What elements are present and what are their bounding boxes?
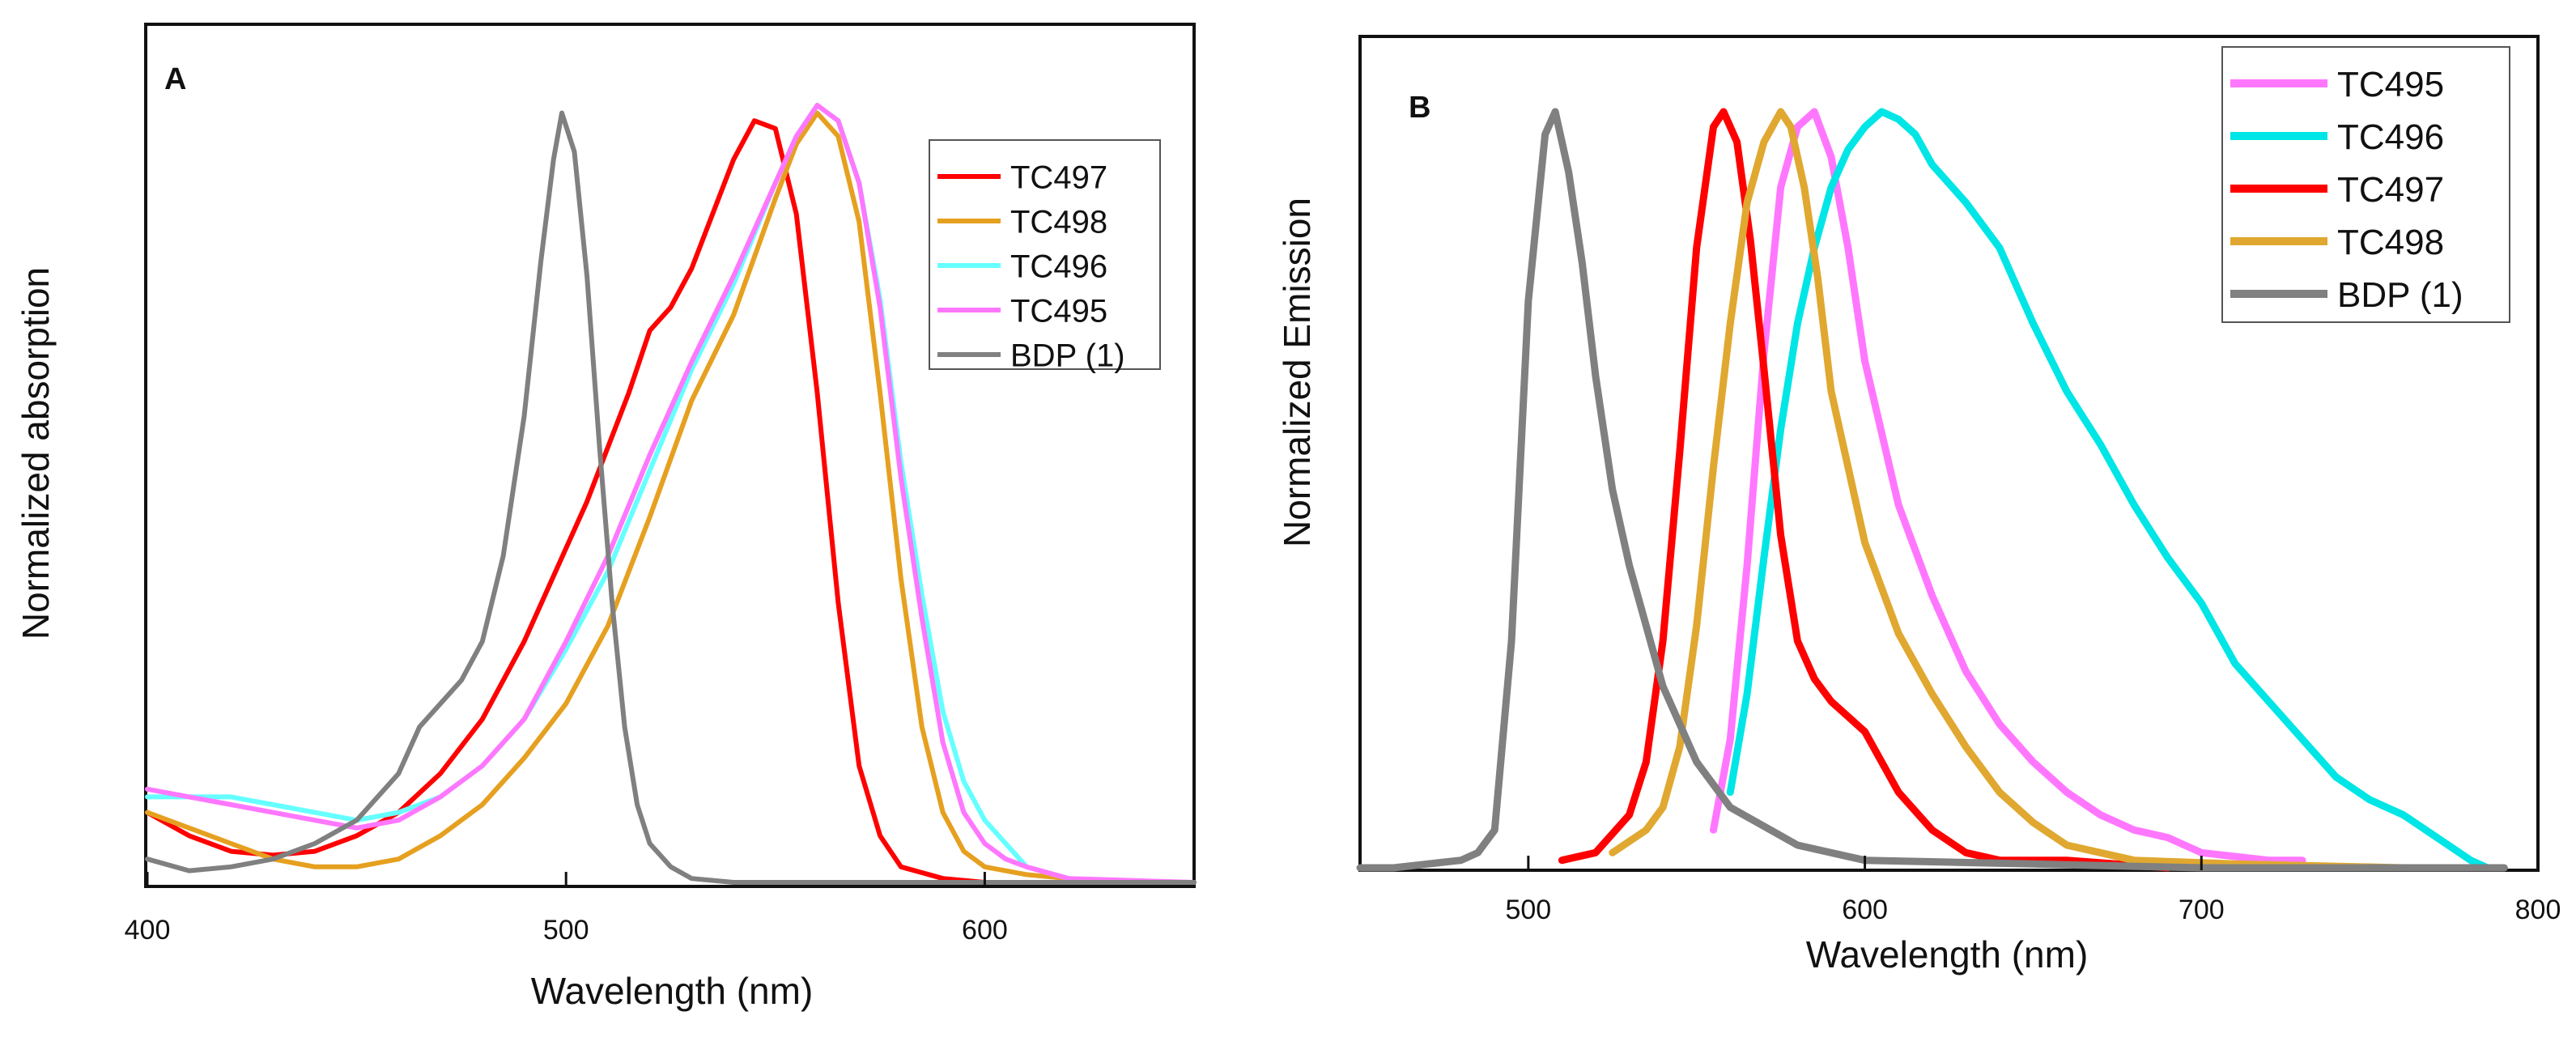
plot-frame xyxy=(144,23,1196,888)
legend-label: TC495 xyxy=(1010,293,1107,329)
series-line-tc497 xyxy=(1558,108,2172,872)
legend-label: TC497 xyxy=(1010,159,1107,195)
series-line-tc498 xyxy=(145,110,1197,885)
x-tick-label: 600 xyxy=(962,915,1008,946)
x-tick-label: 600 xyxy=(1842,895,1888,925)
panel-a: 400 500 600 Wavelength (nm) Normalized absor… xyxy=(15,23,1197,1012)
legend-label: TC496 xyxy=(1010,249,1107,284)
x-tick-label: 700 xyxy=(2179,895,2225,925)
legend-label: TC498 xyxy=(2337,223,2444,262)
series-line-tc497 xyxy=(145,118,1197,885)
y-axis-title: Normalized Emission xyxy=(1276,198,1318,547)
panel-label: B xyxy=(1409,91,1430,125)
y-axis-title: Normalized absorption xyxy=(15,267,57,640)
x-tick-label: 400 xyxy=(125,915,171,946)
series-line-bdp-1 xyxy=(145,110,1197,885)
legend-label: TC495 xyxy=(2337,65,2444,104)
legend: TC497 TC498 TC496 TC495 BDP (1) xyxy=(929,139,1161,373)
x-axis-title: Wavelength (nm) xyxy=(531,970,814,1012)
plot-frame xyxy=(1358,35,2540,872)
x-axis-title: Wavelength (nm) xyxy=(1806,933,2089,975)
panel-label: A xyxy=(164,62,186,96)
legend: TC495 TC496 TC497 TC498 BDP (1) xyxy=(2221,46,2510,323)
legend-label: TC496 xyxy=(2337,117,2444,157)
x-tick-label: 500 xyxy=(1505,895,1551,925)
x-tick-label: 800 xyxy=(2515,895,2561,925)
legend-label: BDP (1) xyxy=(1010,338,1125,373)
legend-label: TC498 xyxy=(1010,204,1107,240)
legend-label: BDP (1) xyxy=(2337,275,2463,315)
series-line-bdp-1 xyxy=(1356,108,2508,872)
legend-label: TC497 xyxy=(2337,170,2444,210)
series-line-tc498 xyxy=(1609,108,2408,872)
panel-b: 500 600 700 800 Wavelength (nm) Normalized Em… xyxy=(1276,35,2561,975)
series-line-tc495 xyxy=(1710,108,2306,865)
x-tick-label: 500 xyxy=(543,915,589,946)
